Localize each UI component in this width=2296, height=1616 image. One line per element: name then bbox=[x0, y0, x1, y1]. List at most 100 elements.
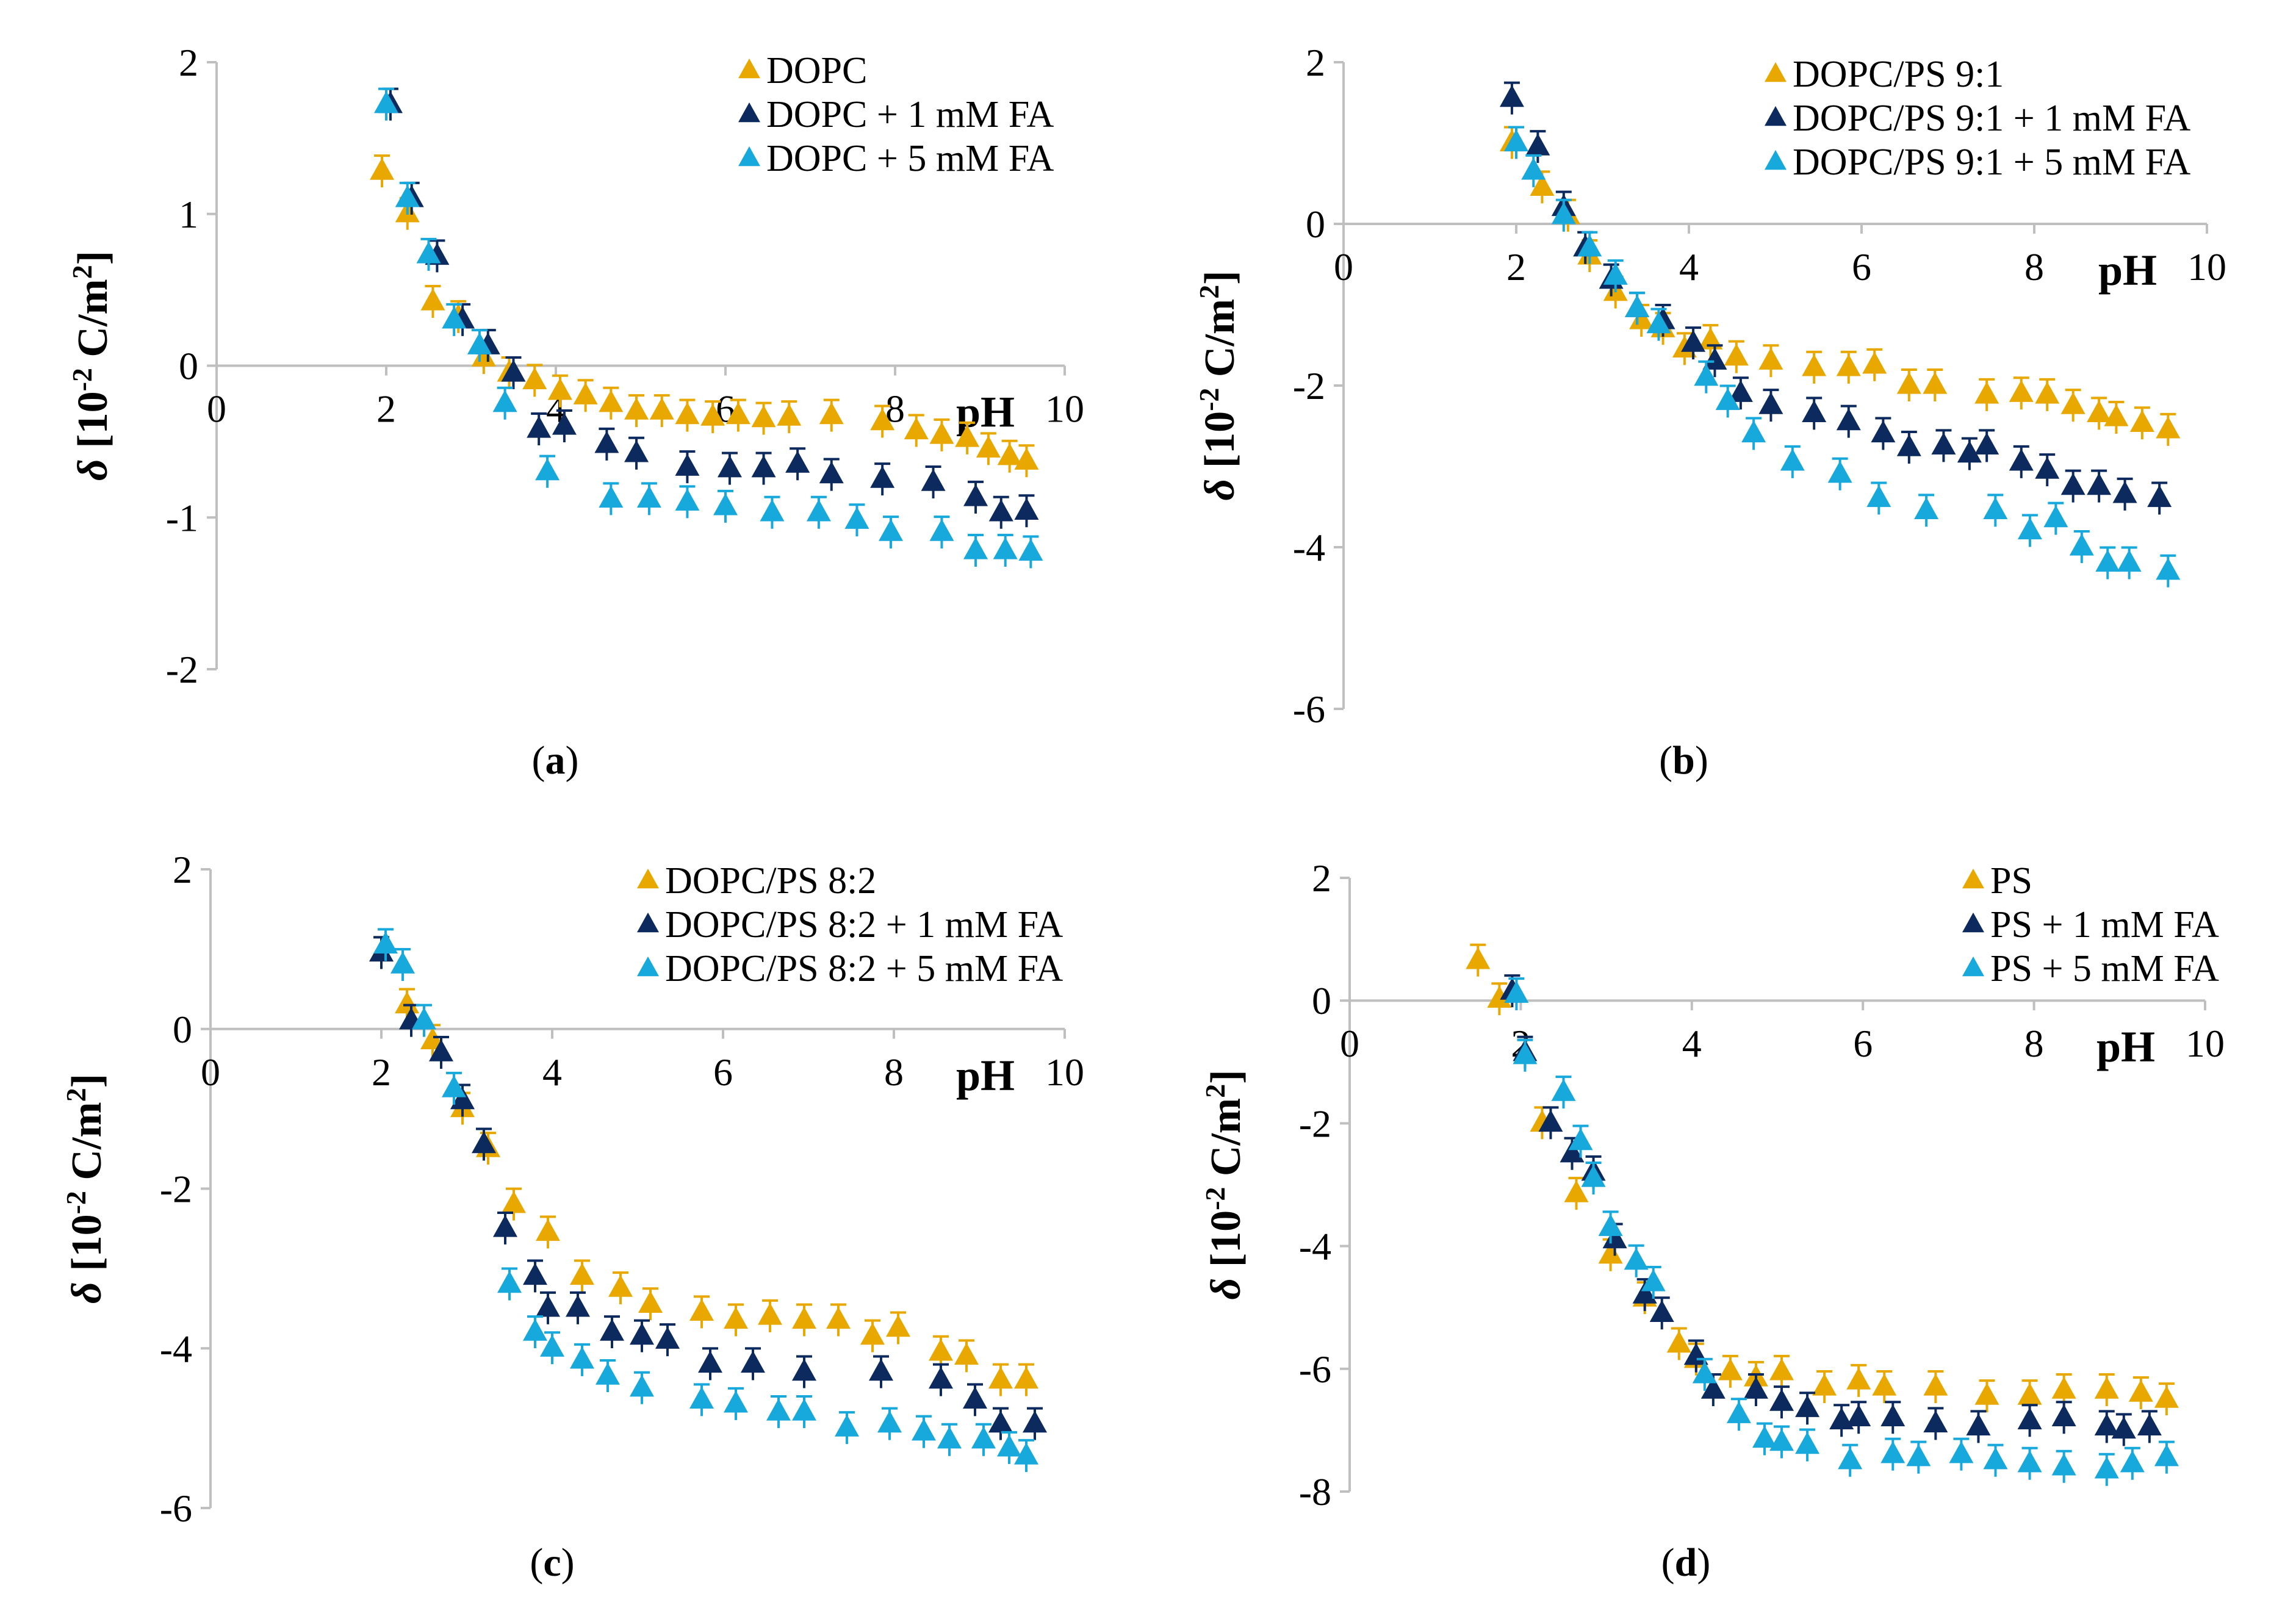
data-point bbox=[624, 440, 649, 462]
y-tick-label: 0 bbox=[1312, 979, 1331, 1022]
data-point bbox=[1702, 347, 1727, 370]
legend-marker bbox=[637, 912, 659, 933]
data-point bbox=[1014, 1442, 1038, 1465]
data-point bbox=[1795, 1395, 1820, 1417]
data-point bbox=[1906, 1444, 1931, 1467]
data-point bbox=[395, 991, 419, 1014]
data-point bbox=[792, 1359, 816, 1381]
data-point bbox=[717, 455, 742, 478]
data-point bbox=[879, 519, 904, 541]
data-point bbox=[2154, 1385, 2179, 1408]
data-point bbox=[2051, 1453, 2076, 1476]
data-point bbox=[1862, 351, 1887, 374]
data-point bbox=[1758, 392, 1783, 414]
chart-c: 2 0 -2 -4 -6 0 2 4 6 8 10 pH δ [10-2 C/m2] DOPC/PS 8:… bbox=[60, 848, 1085, 1585]
data-point bbox=[1641, 1269, 1666, 1291]
x-tick-label: 10 bbox=[1045, 1050, 1084, 1094]
panel-a: 2 1 0 -1 -2 0 2 4 6 8 10 pH δ [10-2 C/m2] DOPC DOPC + … bbox=[0, 0, 1148, 808]
x-axis-label: pH bbox=[956, 1051, 1015, 1100]
data-point bbox=[819, 461, 844, 484]
series-1 bbox=[1466, 943, 2179, 1416]
legend-marker bbox=[738, 102, 760, 123]
data-point bbox=[1014, 1366, 1038, 1389]
data-point bbox=[997, 443, 1022, 465]
data-point bbox=[2129, 409, 2154, 432]
data-point bbox=[826, 1307, 851, 1329]
panel-b: 2 0 -2 -4 -6 0 2 4 6 8 10 pH δ [10-2 C/m2] DOPC/PS 9:… bbox=[1148, 0, 2296, 808]
legend-entry: DOPC/PS 9:1 + 1 mM FA bbox=[1793, 98, 2190, 139]
data-point bbox=[1718, 1358, 1743, 1381]
data-point bbox=[929, 1366, 953, 1389]
data-point bbox=[2147, 485, 2172, 508]
x-tick-label: 4 bbox=[542, 1050, 562, 1094]
data-point bbox=[1513, 1042, 1538, 1065]
legend-marker bbox=[1962, 868, 1984, 889]
data-point bbox=[1769, 1429, 1794, 1451]
data-point bbox=[472, 1131, 496, 1154]
legend-entry: PS + 5 mM FA bbox=[1990, 948, 2219, 989]
series-3 bbox=[373, 928, 1038, 1472]
data-point bbox=[2111, 1417, 2136, 1439]
data-point bbox=[2154, 1444, 2179, 1467]
x-tick-label: 10 bbox=[1045, 387, 1084, 431]
data-point bbox=[1551, 202, 1576, 224]
series-2 bbox=[369, 936, 1047, 1440]
data-point bbox=[819, 402, 844, 425]
x-tick-label: 0 bbox=[1334, 245, 1353, 289]
data-point bbox=[912, 1418, 936, 1441]
data-point bbox=[751, 405, 776, 428]
data-point bbox=[1836, 354, 1861, 376]
data-point bbox=[1694, 364, 1719, 386]
data-point bbox=[420, 288, 445, 311]
x-tick-label: 0 bbox=[1340, 1022, 1359, 1065]
y-axis-label: δ [10-2 C/m2] bbox=[60, 1074, 111, 1304]
data-point bbox=[1564, 1180, 1589, 1202]
data-point bbox=[1923, 1373, 1948, 1396]
data-point bbox=[1780, 448, 1805, 471]
data-point bbox=[1923, 1410, 1948, 1433]
legend-marker bbox=[738, 58, 760, 79]
data-point bbox=[1692, 1361, 1717, 1384]
data-point bbox=[416, 241, 441, 264]
data-point bbox=[1812, 1373, 1837, 1396]
data-point bbox=[370, 157, 395, 180]
data-point bbox=[429, 1039, 453, 1061]
data-point bbox=[971, 1426, 996, 1449]
data-point bbox=[540, 1334, 564, 1357]
data-point bbox=[638, 1290, 663, 1313]
x-tick-label: 2 bbox=[1506, 245, 1526, 289]
legend-entry: DOPC + 5 mM FA bbox=[766, 138, 1054, 179]
data-point bbox=[1649, 1299, 1674, 1322]
x-tick-label: 6 bbox=[713, 1050, 733, 1094]
series-3 bbox=[1504, 977, 2179, 1486]
data-point bbox=[713, 493, 738, 515]
data-point bbox=[2017, 517, 2042, 540]
data-point bbox=[649, 397, 674, 420]
x-tick-label: 4 bbox=[1679, 245, 1699, 289]
y-tick-label: -6 bbox=[1299, 1348, 1331, 1391]
legend-marker bbox=[738, 146, 760, 167]
data-point bbox=[2156, 558, 2181, 580]
y-tick-label: -4 bbox=[160, 1327, 192, 1370]
data-point bbox=[988, 1410, 1013, 1433]
data-point bbox=[2051, 1376, 2076, 1399]
data-point bbox=[877, 1410, 902, 1433]
data-point bbox=[1014, 447, 1039, 470]
y-tick-label: -4 bbox=[1293, 526, 1325, 569]
data-point bbox=[1551, 1079, 1576, 1101]
data-point bbox=[624, 397, 649, 420]
legend-entry: DOPC + 1 mM FA bbox=[766, 94, 1054, 135]
data-point bbox=[1872, 1373, 1897, 1396]
data-point bbox=[724, 1390, 748, 1413]
data-point bbox=[921, 469, 946, 491]
data-point bbox=[869, 1359, 893, 1381]
legend-entry: PS bbox=[1990, 860, 2032, 902]
data-point bbox=[1974, 1382, 1999, 1405]
y-tick-label: 0 bbox=[179, 345, 198, 388]
panel-label: (b) bbox=[1659, 738, 1708, 783]
legend-marker bbox=[1765, 106, 1787, 126]
data-point bbox=[937, 1426, 962, 1449]
data-point bbox=[724, 1307, 748, 1329]
legend-entry: DOPC/PS 9:1 bbox=[1793, 54, 2004, 95]
data-point bbox=[2009, 448, 2034, 471]
